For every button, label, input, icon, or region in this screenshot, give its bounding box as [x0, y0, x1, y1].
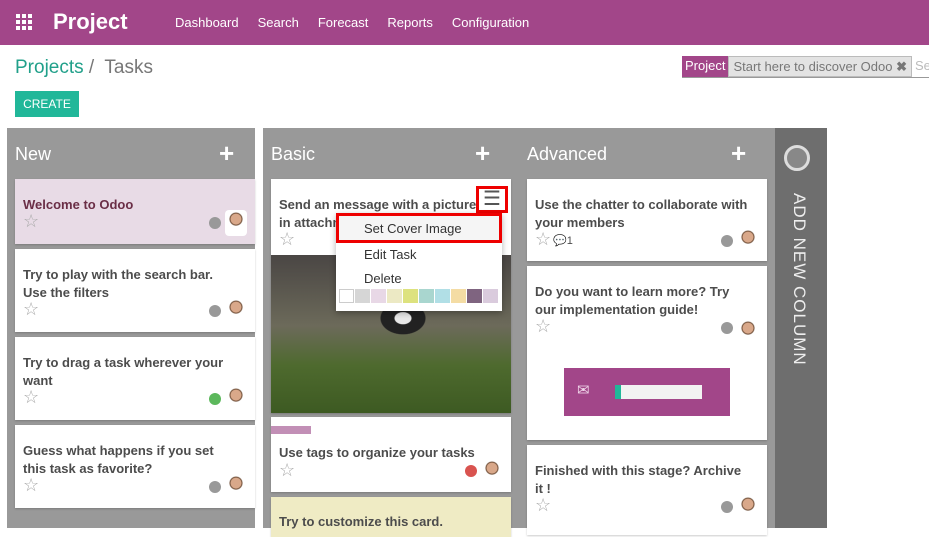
status-dot[interactable]	[209, 393, 221, 405]
color-swatch[interactable]	[339, 289, 354, 303]
column-title: Basic	[271, 144, 316, 164]
breadcrumb-sep: /	[88, 57, 95, 78]
task-card[interactable]: Use the chatter to collaborate with your…	[527, 179, 767, 261]
task-card[interactable]: Try to customize this card.	[271, 497, 511, 537]
color-swatch[interactable]	[403, 289, 418, 303]
app-title: Project	[53, 9, 128, 34]
avatar	[737, 228, 759, 254]
top-navbar: Project Dashboard Search Forecast Report…	[0, 0, 929, 45]
status-dot[interactable]	[721, 235, 733, 247]
column-title: Advanced	[527, 144, 608, 164]
task-card[interactable]: Guess what happens if you set this task …	[15, 425, 255, 508]
star-icon[interactable]: ☆	[535, 316, 552, 336]
breadcrumb-current: Tasks	[104, 57, 153, 78]
avatar	[481, 459, 503, 485]
menu-dashboard[interactable]: Dashboard	[175, 15, 239, 30]
task-card[interactable]: Do you want to learn more? Try our imple…	[527, 266, 767, 440]
star-icon[interactable]: ☆	[23, 475, 40, 495]
menu-item-delete[interactable]: Delete	[364, 271, 402, 286]
color-swatch[interactable]	[355, 289, 370, 303]
avatar	[225, 386, 247, 412]
gauge-icon	[784, 145, 810, 171]
card-dropdown-menu: Set Cover Image Edit Task Delete	[336, 213, 502, 311]
menu-search[interactable]: Search	[257, 15, 299, 30]
task-card[interactable]: Welcome to Odoo ☆	[15, 179, 255, 244]
task-card[interactable]: Use tags to organize your tasks ☆	[271, 417, 511, 492]
color-swatch[interactable]	[387, 289, 402, 303]
color-swatch[interactable]	[467, 289, 482, 303]
avatar	[737, 319, 759, 345]
breadcrumb: Projects / Tasks	[15, 57, 153, 79]
star-icon[interactable]: ☆	[23, 299, 40, 319]
color-swatch[interactable]	[483, 289, 498, 303]
column-title: New	[15, 144, 52, 164]
add-task-icon[interactable]: +	[219, 138, 235, 168]
menu-reports[interactable]: Reports	[387, 15, 433, 30]
status-dot[interactable]	[209, 305, 221, 317]
status-dot[interactable]	[721, 501, 733, 513]
avatar	[225, 298, 247, 324]
status-dot[interactable]	[465, 465, 477, 477]
color-swatch[interactable]	[419, 289, 434, 303]
status-dot[interactable]	[209, 217, 221, 229]
status-dot[interactable]	[721, 322, 733, 334]
apps-grid-icon[interactable]	[16, 14, 32, 30]
menu-item-edit-task[interactable]: Edit Task	[364, 247, 417, 262]
color-swatch[interactable]	[451, 289, 466, 303]
menu-forecast[interactable]: Forecast	[317, 15, 369, 30]
add-new-column[interactable]: ADD NEW COLUMN	[775, 128, 827, 528]
star-icon[interactable]: ☆	[23, 387, 40, 407]
add-task-icon[interactable]: +	[475, 138, 491, 168]
tag	[271, 426, 311, 434]
star-icon[interactable]: ☆	[279, 229, 296, 249]
color-swatch[interactable]	[435, 289, 450, 303]
facet-label: Project	[682, 56, 729, 77]
add-task-icon[interactable]: +	[731, 138, 747, 168]
menu-configuration[interactable]: Configuration	[451, 15, 530, 30]
star-icon[interactable]: ☆	[535, 229, 552, 249]
search-bar[interactable]: Project Start here to discover Odoo ✖ Se…	[682, 56, 929, 78]
star-icon[interactable]: ☆	[23, 211, 40, 231]
search-input[interactable]: Search...	[914, 58, 929, 73]
facet-value: Start here to discover Odoo ✖	[728, 56, 912, 77]
cover-image: ✉	[564, 368, 730, 416]
status-dot[interactable]	[209, 481, 221, 493]
envelope-icon: ✉	[577, 382, 590, 399]
menu-item-set-cover-image[interactable]: Set Cover Image	[336, 213, 502, 243]
task-card[interactable]: Try to drag a task wherever your want ☆	[15, 337, 255, 420]
avatar	[225, 474, 247, 500]
task-card[interactable]: Try to play with the search bar. Use the…	[15, 249, 255, 332]
avatar	[737, 495, 759, 521]
avatar	[225, 210, 247, 236]
star-icon[interactable]: ☆	[279, 460, 296, 480]
task-card[interactable]: Finished with this stage? Archive it ! ☆	[527, 445, 767, 535]
remove-facet-icon[interactable]: ✖	[896, 59, 907, 74]
breadcrumb-projects[interactable]: Projects	[15, 57, 84, 78]
color-swatch[interactable]	[371, 289, 386, 303]
star-icon[interactable]: ☆	[535, 495, 552, 515]
messages-count: 💬1	[553, 235, 573, 247]
card-menu-icon[interactable]: ☰	[476, 186, 508, 213]
create-button[interactable]: CREATE	[15, 91, 79, 117]
